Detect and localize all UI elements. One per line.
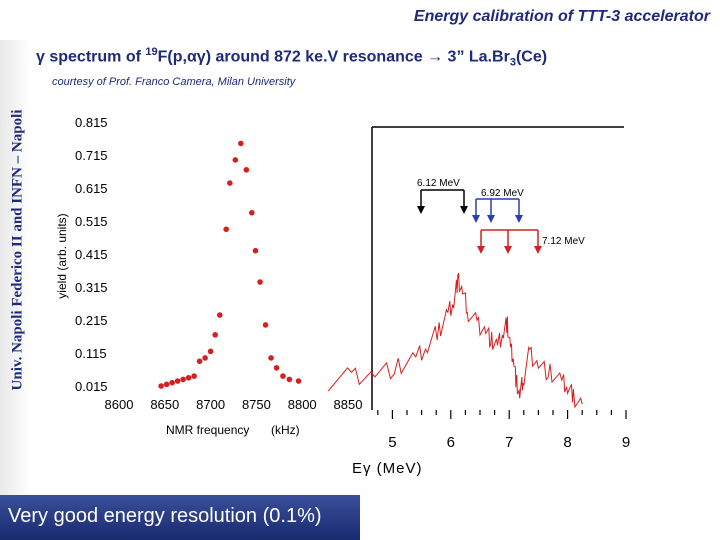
chart2-xtick-label: 7 — [505, 434, 513, 451]
chart1-data-point — [169, 379, 175, 386]
chart1-data-point — [243, 167, 250, 173]
chart1-xtick-label: 8800 — [288, 397, 317, 412]
chart1-data-point — [196, 358, 203, 365]
chart1-data-point — [180, 376, 186, 383]
spectrum-series-line — [327, 272, 583, 409]
chart1-data-point — [238, 140, 244, 147]
side-affiliation: Univ. Napoli Federico II and INFN – Napo… — [9, 109, 26, 391]
chart1-ytick-label: 0.015 — [75, 379, 108, 394]
chart1-xtick-label: 8750 — [242, 397, 271, 412]
chart1-xtick-label: 8650 — [150, 397, 179, 412]
chart1-xtick-label: 8700 — [196, 397, 225, 412]
footer-bar: Very good energy resolution (0.1%) — [0, 495, 360, 540]
annotation-6-12-mev-markers — [417, 189, 468, 214]
chart1-xunit: (kHz) — [271, 423, 300, 437]
chart1-ytick-label: 0.615 — [75, 181, 108, 196]
chart1-ytick-label: 0.415 — [75, 247, 108, 262]
annotation-6-92-mev-markers — [472, 198, 523, 223]
chart1-data-point — [212, 332, 218, 338]
subtitle-alphagamma: αγ — [186, 48, 206, 66]
subtitle-part3: 3” — [443, 48, 469, 66]
chart1-ytick-label: 0.215 — [75, 313, 108, 328]
chart1-data-point — [295, 378, 302, 384]
chart1-xtick-label: 8600 — [105, 397, 134, 412]
chart1-data-point — [262, 322, 269, 328]
chart1-data-point — [191, 373, 197, 379]
chart1-data-point — [185, 374, 192, 381]
subtitle-crystal: La.Br — [468, 48, 510, 66]
subtitle-sub3: 3 — [509, 56, 516, 69]
subtitle-gamma: γ — [36, 48, 45, 66]
chart1-data-point — [252, 247, 259, 254]
left-strip — [0, 40, 30, 540]
annotation-7-12-mev-markers — [477, 229, 542, 254]
subtitle-part2: ) around 872 ke.V resonance — [205, 48, 428, 66]
slide-title: Energy calibration of TTT-3 accelerator — [413, 8, 710, 25]
chart1-data-point — [202, 355, 208, 361]
chart1-ytick-label: 0.115 — [75, 346, 107, 361]
chart1-data-point — [163, 381, 170, 388]
subtitle-reaction: F(p, — [157, 48, 187, 66]
annotation-6-12-mev: 6.12 MeV — [417, 178, 460, 189]
chart2-xtick-label: 6 — [447, 434, 455, 451]
chart1-data-point — [223, 226, 229, 233]
chart1-data-point — [286, 376, 293, 383]
chart1-data-point — [249, 209, 255, 216]
chart1-data-point — [257, 279, 263, 285]
chart1-ytick-label: 0.715 — [75, 148, 108, 163]
subtitle-dopant: (Ce) — [515, 48, 548, 66]
chart1-data-point — [174, 378, 181, 384]
chart1-data-point — [158, 383, 164, 389]
chart1-ytick-label: 0.515 — [75, 214, 108, 229]
chart1-xtick-label: 8850 — [334, 397, 363, 412]
chart1-data-point — [227, 180, 233, 186]
chart1-data-point — [268, 355, 274, 361]
chart2-xtick-label: 8 — [563, 434, 571, 451]
annotation-7-12-mev: 7.12 MeV — [542, 236, 585, 247]
chart2-xlabel: Eγ (MeV) — [352, 460, 423, 477]
chart1-ytick-label: 0.815 — [75, 115, 108, 130]
courtesy-note: courtesy of Prof. Franco Camera, Milan U… — [52, 76, 296, 88]
header-bar: Energy calibration of TTT-3 accelerator — [0, 0, 720, 40]
arrow-icon: → — [427, 48, 444, 66]
subtitle-mass: 19 — [145, 46, 158, 58]
subtitle: γ spectrum of 19F(p,αγ) around 872 ke.V … — [36, 46, 547, 69]
subtitle-part1: spectrum of — [44, 48, 146, 66]
chart1-ytick-label: 0.315 — [75, 280, 108, 295]
chart1-data-point — [207, 348, 214, 355]
footer-text: Very good energy resolution (0.1%) — [8, 505, 322, 527]
chart1-data-point — [273, 365, 280, 371]
chart1-data-point — [216, 312, 223, 318]
chart1-data-point — [280, 373, 286, 379]
chart1-xlabel: NMR frequency — [166, 423, 249, 437]
chart1-ylabel: yield (arb. units) — [55, 213, 69, 298]
chart2-xtick-label: 5 — [388, 434, 396, 451]
chart1-data-point — [232, 157, 239, 163]
chart2-xtick-label: 9 — [622, 434, 630, 451]
annotation-6-92-mev: 6.92 MeV — [481, 188, 524, 199]
